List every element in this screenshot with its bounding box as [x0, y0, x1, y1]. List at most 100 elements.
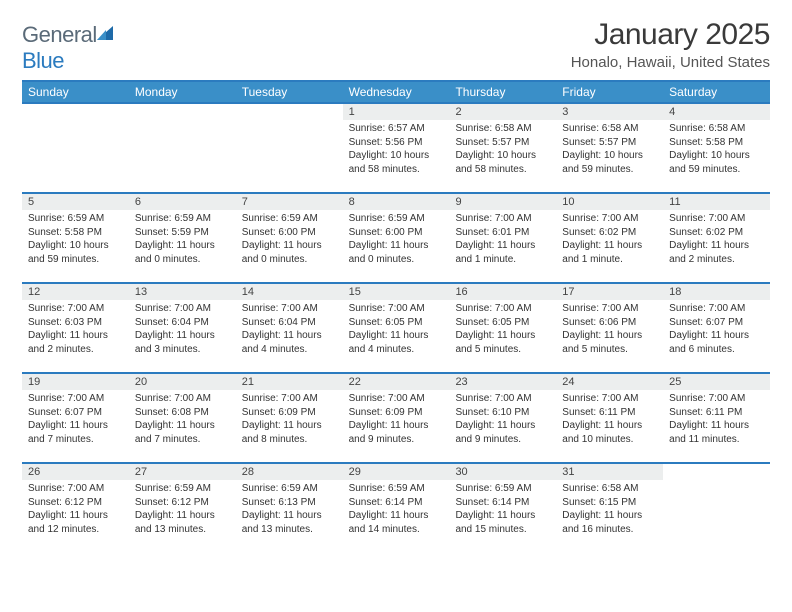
day-number: 23: [449, 374, 556, 390]
day-body: Sunrise: 7:00 AMSunset: 6:08 PMDaylight:…: [129, 390, 236, 450]
brand-part2: Blue: [22, 48, 64, 73]
day-number: 28: [236, 464, 343, 480]
sunset-line: Sunset: 6:06 PM: [562, 316, 657, 330]
sunset-line: Sunset: 6:09 PM: [242, 406, 337, 420]
day-cell: 9Sunrise: 7:00 AMSunset: 6:01 PMDaylight…: [449, 194, 556, 282]
daylight-line: Daylight: 10 hours and 59 minutes.: [562, 149, 657, 176]
day-number: 2: [449, 104, 556, 120]
day-number: [236, 104, 343, 108]
day-body: Sunrise: 7:00 AMSunset: 6:05 PMDaylight:…: [449, 300, 556, 360]
day-body: Sunrise: 6:57 AMSunset: 5:56 PMDaylight:…: [343, 120, 450, 180]
sunset-line: Sunset: 5:59 PM: [135, 226, 230, 240]
daylight-line: Daylight: 11 hours and 13 minutes.: [242, 509, 337, 536]
day-number: 1: [343, 104, 450, 120]
day-number: 24: [556, 374, 663, 390]
dow-row: Sunday Monday Tuesday Wednesday Thursday…: [22, 82, 770, 102]
sunrise-line: Sunrise: 7:00 AM: [455, 302, 550, 316]
sunrise-line: Sunrise: 7:00 AM: [562, 392, 657, 406]
day-cell: 12Sunrise: 7:00 AMSunset: 6:03 PMDayligh…: [22, 284, 129, 372]
day-number: 13: [129, 284, 236, 300]
dow-tue: Tuesday: [236, 82, 343, 102]
header: GeneralBlue January 2025 Honalo, Hawaii,…: [22, 18, 770, 74]
sunrise-line: Sunrise: 7:00 AM: [28, 302, 123, 316]
sunrise-line: Sunrise: 7:00 AM: [349, 302, 444, 316]
sunset-line: Sunset: 5:58 PM: [669, 136, 764, 150]
dow-sat: Saturday: [663, 82, 770, 102]
day-cell: 24Sunrise: 7:00 AMSunset: 6:11 PMDayligh…: [556, 374, 663, 462]
brand-part1: General: [22, 22, 97, 47]
daylight-line: Daylight: 11 hours and 9 minutes.: [349, 419, 444, 446]
daylight-line: Daylight: 11 hours and 11 minutes.: [669, 419, 764, 446]
daylight-line: Daylight: 11 hours and 10 minutes.: [562, 419, 657, 446]
day-cell: [236, 104, 343, 192]
day-body: Sunrise: 7:00 AMSunset: 6:04 PMDaylight:…: [129, 300, 236, 360]
sunrise-line: Sunrise: 7:00 AM: [349, 392, 444, 406]
dow-fri: Friday: [556, 82, 663, 102]
weeks-container: 1Sunrise: 6:57 AMSunset: 5:56 PMDaylight…: [22, 102, 770, 552]
calendar: Sunday Monday Tuesday Wednesday Thursday…: [22, 80, 770, 552]
daylight-line: Daylight: 11 hours and 7 minutes.: [28, 419, 123, 446]
day-cell: 7Sunrise: 6:59 AMSunset: 6:00 PMDaylight…: [236, 194, 343, 282]
sunset-line: Sunset: 6:12 PM: [135, 496, 230, 510]
day-cell: 30Sunrise: 6:59 AMSunset: 6:14 PMDayligh…: [449, 464, 556, 552]
day-cell: 17Sunrise: 7:00 AMSunset: 6:06 PMDayligh…: [556, 284, 663, 372]
daylight-line: Daylight: 11 hours and 2 minutes.: [669, 239, 764, 266]
sunrise-line: Sunrise: 6:59 AM: [455, 482, 550, 496]
sunrise-line: Sunrise: 6:59 AM: [135, 212, 230, 226]
month-title: January 2025: [571, 18, 770, 52]
day-number: 29: [343, 464, 450, 480]
day-number: 27: [129, 464, 236, 480]
daylight-line: Daylight: 10 hours and 59 minutes.: [28, 239, 123, 266]
day-number: 3: [556, 104, 663, 120]
week-row: 26Sunrise: 7:00 AMSunset: 6:12 PMDayligh…: [22, 462, 770, 552]
day-cell: 4Sunrise: 6:58 AMSunset: 5:58 PMDaylight…: [663, 104, 770, 192]
day-number: 5: [22, 194, 129, 210]
daylight-line: Daylight: 11 hours and 2 minutes.: [28, 329, 123, 356]
title-block: January 2025 Honalo, Hawaii, United Stat…: [571, 18, 770, 71]
day-cell: 5Sunrise: 6:59 AMSunset: 5:58 PMDaylight…: [22, 194, 129, 282]
sunrise-line: Sunrise: 7:00 AM: [669, 302, 764, 316]
day-cell: 20Sunrise: 7:00 AMSunset: 6:08 PMDayligh…: [129, 374, 236, 462]
day-number: 25: [663, 374, 770, 390]
day-number: 21: [236, 374, 343, 390]
daylight-line: Daylight: 10 hours and 59 minutes.: [669, 149, 764, 176]
daylight-line: Daylight: 11 hours and 6 minutes.: [669, 329, 764, 356]
day-body: Sunrise: 6:59 AMSunset: 6:13 PMDaylight:…: [236, 480, 343, 540]
daylight-line: Daylight: 11 hours and 0 minutes.: [349, 239, 444, 266]
day-body: Sunrise: 7:00 AMSunset: 6:11 PMDaylight:…: [663, 390, 770, 450]
sunrise-line: Sunrise: 7:00 AM: [455, 392, 550, 406]
day-cell: 6Sunrise: 6:59 AMSunset: 5:59 PMDaylight…: [129, 194, 236, 282]
sunrise-line: Sunrise: 6:58 AM: [562, 122, 657, 136]
sunset-line: Sunset: 6:14 PM: [349, 496, 444, 510]
sunrise-line: Sunrise: 6:59 AM: [349, 482, 444, 496]
day-body: Sunrise: 7:00 AMSunset: 6:04 PMDaylight:…: [236, 300, 343, 360]
day-number: 10: [556, 194, 663, 210]
sunset-line: Sunset: 6:11 PM: [669, 406, 764, 420]
day-body: Sunrise: 7:00 AMSunset: 6:07 PMDaylight:…: [22, 390, 129, 450]
day-cell: 2Sunrise: 6:58 AMSunset: 5:57 PMDaylight…: [449, 104, 556, 192]
day-cell: 11Sunrise: 7:00 AMSunset: 6:02 PMDayligh…: [663, 194, 770, 282]
day-number: 4: [663, 104, 770, 120]
day-body: Sunrise: 7:00 AMSunset: 6:01 PMDaylight:…: [449, 210, 556, 270]
day-body: Sunrise: 6:58 AMSunset: 6:15 PMDaylight:…: [556, 480, 663, 540]
daylight-line: Daylight: 10 hours and 58 minutes.: [349, 149, 444, 176]
day-number: 9: [449, 194, 556, 210]
day-number: 22: [343, 374, 450, 390]
daylight-line: Daylight: 11 hours and 13 minutes.: [135, 509, 230, 536]
day-body: Sunrise: 6:58 AMSunset: 5:58 PMDaylight:…: [663, 120, 770, 180]
day-cell: 1Sunrise: 6:57 AMSunset: 5:56 PMDaylight…: [343, 104, 450, 192]
day-number: 31: [556, 464, 663, 480]
sunset-line: Sunset: 6:00 PM: [242, 226, 337, 240]
day-body: Sunrise: 6:59 AMSunset: 5:59 PMDaylight:…: [129, 210, 236, 270]
sunset-line: Sunset: 6:10 PM: [455, 406, 550, 420]
day-body: Sunrise: 7:00 AMSunset: 6:09 PMDaylight:…: [236, 390, 343, 450]
day-cell: 13Sunrise: 7:00 AMSunset: 6:04 PMDayligh…: [129, 284, 236, 372]
sunset-line: Sunset: 6:04 PM: [242, 316, 337, 330]
day-cell: 25Sunrise: 7:00 AMSunset: 6:11 PMDayligh…: [663, 374, 770, 462]
day-number: 8: [343, 194, 450, 210]
week-row: 1Sunrise: 6:57 AMSunset: 5:56 PMDaylight…: [22, 102, 770, 192]
sunset-line: Sunset: 5:58 PM: [28, 226, 123, 240]
day-body: Sunrise: 7:00 AMSunset: 6:02 PMDaylight:…: [556, 210, 663, 270]
daylight-line: Daylight: 11 hours and 4 minutes.: [349, 329, 444, 356]
day-number: 17: [556, 284, 663, 300]
